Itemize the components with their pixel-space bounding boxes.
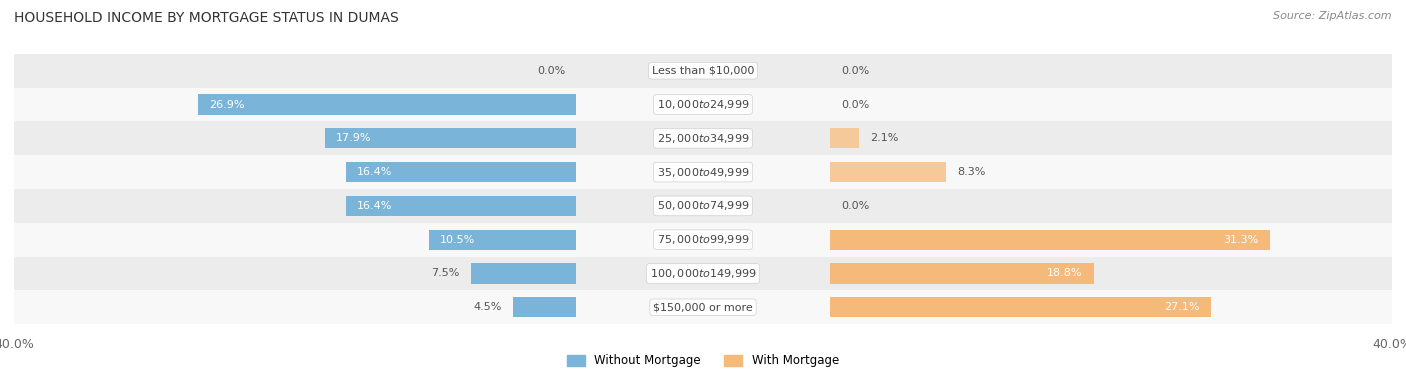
- Bar: [14, 189, 576, 223]
- Bar: [346, 162, 576, 182]
- Bar: [830, 88, 1392, 121]
- Bar: [830, 121, 1392, 155]
- Bar: [830, 257, 1392, 290]
- Text: 0.0%: 0.0%: [841, 66, 869, 76]
- Bar: [346, 196, 576, 216]
- Bar: [576, 54, 830, 88]
- Bar: [830, 229, 1270, 250]
- Text: 10.5%: 10.5%: [440, 235, 475, 245]
- Text: 0.0%: 0.0%: [841, 201, 869, 211]
- Text: 16.4%: 16.4%: [357, 201, 392, 211]
- Bar: [14, 54, 576, 88]
- Bar: [830, 54, 1392, 88]
- Text: 0.0%: 0.0%: [537, 66, 565, 76]
- Bar: [14, 155, 576, 189]
- Text: $35,000 to $49,999: $35,000 to $49,999: [657, 166, 749, 178]
- Bar: [830, 297, 1211, 318]
- Text: 7.5%: 7.5%: [432, 268, 460, 279]
- Bar: [830, 155, 1392, 189]
- Text: 2.1%: 2.1%: [870, 133, 898, 143]
- Bar: [471, 263, 576, 284]
- Bar: [325, 128, 576, 149]
- Text: 18.8%: 18.8%: [1047, 268, 1083, 279]
- Text: HOUSEHOLD INCOME BY MORTGAGE STATUS IN DUMAS: HOUSEHOLD INCOME BY MORTGAGE STATUS IN D…: [14, 11, 399, 25]
- Bar: [14, 223, 576, 257]
- Legend: Without Mortgage, With Mortgage: Without Mortgage, With Mortgage: [562, 350, 844, 372]
- Bar: [14, 121, 576, 155]
- Bar: [576, 223, 830, 257]
- Bar: [576, 121, 830, 155]
- Text: 31.3%: 31.3%: [1223, 235, 1258, 245]
- Bar: [830, 189, 1392, 223]
- Text: Source: ZipAtlas.com: Source: ZipAtlas.com: [1274, 11, 1392, 21]
- Bar: [576, 290, 830, 324]
- Text: 17.9%: 17.9%: [336, 133, 371, 143]
- Bar: [576, 155, 830, 189]
- Text: 0.0%: 0.0%: [841, 99, 869, 110]
- Bar: [830, 223, 1392, 257]
- Text: 26.9%: 26.9%: [209, 99, 245, 110]
- Text: 4.5%: 4.5%: [474, 302, 502, 312]
- Bar: [14, 88, 576, 121]
- Text: 16.4%: 16.4%: [357, 167, 392, 177]
- Text: 8.3%: 8.3%: [957, 167, 986, 177]
- Text: $50,000 to $74,999: $50,000 to $74,999: [657, 200, 749, 212]
- Bar: [576, 189, 830, 223]
- Bar: [198, 94, 576, 115]
- Text: $25,000 to $34,999: $25,000 to $34,999: [657, 132, 749, 145]
- Bar: [830, 263, 1094, 284]
- Bar: [830, 128, 859, 149]
- Text: 27.1%: 27.1%: [1164, 302, 1199, 312]
- Bar: [576, 257, 830, 290]
- Bar: [513, 297, 576, 318]
- Bar: [830, 162, 946, 182]
- Bar: [429, 229, 576, 250]
- Bar: [14, 290, 576, 324]
- Bar: [830, 290, 1392, 324]
- Text: $10,000 to $24,999: $10,000 to $24,999: [657, 98, 749, 111]
- Bar: [14, 257, 576, 290]
- Text: $150,000 or more: $150,000 or more: [654, 302, 752, 312]
- Text: Less than $10,000: Less than $10,000: [652, 66, 754, 76]
- Text: $100,000 to $149,999: $100,000 to $149,999: [650, 267, 756, 280]
- Bar: [576, 88, 830, 121]
- Text: $75,000 to $99,999: $75,000 to $99,999: [657, 233, 749, 246]
